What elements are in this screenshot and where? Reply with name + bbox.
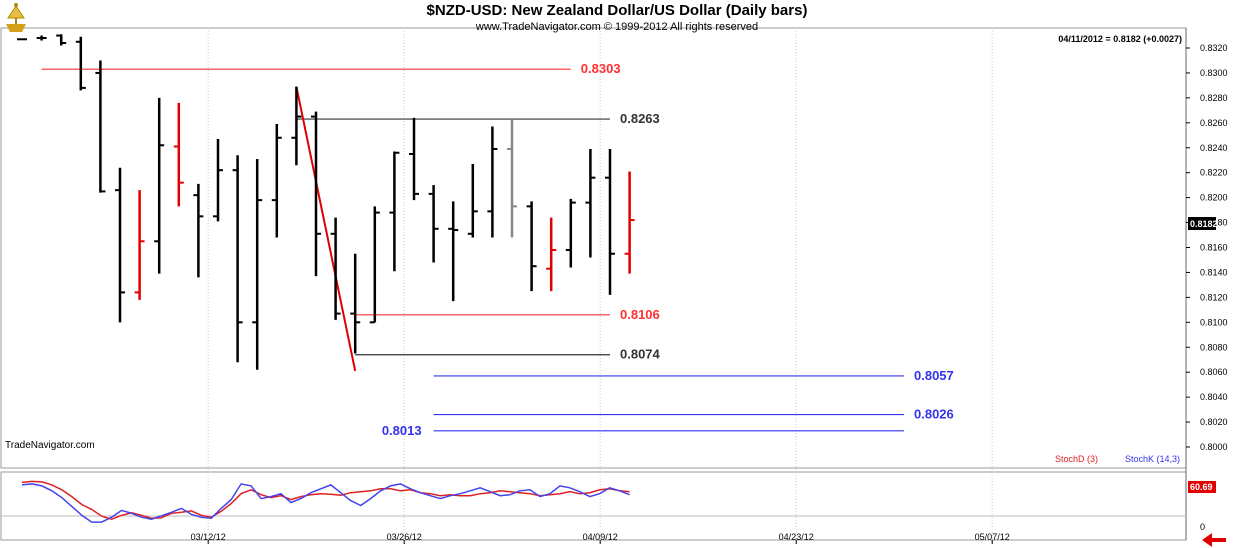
last-bar-readout: 04/11/2012 = 0.8182 (+0.0027): [1058, 34, 1182, 44]
x-tick-label: 05/07/12: [975, 532, 1010, 542]
y-tick-label: 0.8220: [1200, 168, 1228, 178]
ohlc-bar: [252, 158, 263, 370]
trend-line: [295, 86, 357, 372]
level-label: 0.8013: [382, 423, 422, 438]
chart-title: $NZD-USD: New Zealand Dollar/US Dollar (…: [427, 2, 808, 19]
level-label: 0.8026: [914, 407, 954, 422]
grid: [207, 28, 993, 540]
stoch-value-box: [1188, 481, 1216, 493]
ohlc-bar: [154, 97, 165, 274]
y-tick-label: 0.8320: [1200, 43, 1228, 53]
ohlc-bar: [311, 111, 321, 277]
ohlc-bar: [291, 86, 302, 166]
ohlc-bar: [369, 206, 380, 324]
y-tick-label: 0.8060: [1200, 367, 1228, 377]
price-axis-ticks: 0.8320 0.8300 0.8280 0.8260 0.8240 0.8220 0.82…: [1186, 43, 1228, 452]
ohlc-bar: [271, 124, 282, 238]
x-tick-label: 03/12/12: [191, 532, 226, 542]
date-axis-ticks: 03/12/12 03/26/12 04/09/12 04/23/12 05/07/12: [191, 532, 1010, 544]
ohlc-bar: [526, 201, 537, 292]
ohlc-bar: [448, 201, 459, 302]
ohlc-bar: [546, 217, 557, 292]
watermark: TradeNavigator.com: [5, 440, 95, 451]
ohlc-bar: [36, 35, 47, 41]
y-tick-label: 0.8300: [1200, 68, 1228, 78]
stoch-series-line: [21, 480, 630, 520]
ohlc-bar: [624, 171, 635, 274]
ohlc-bar: [213, 139, 223, 222]
last-price-label: 0.8182: [1190, 219, 1218, 229]
x-tick-label: 04/23/12: [779, 532, 814, 542]
ohlc-bar: [409, 117, 419, 201]
ohlc-bar: [350, 253, 361, 354]
y-tick-label: 0.8100: [1200, 317, 1228, 327]
y-tick-label: 0.8120: [1200, 292, 1228, 302]
stoch-series-line: [21, 483, 630, 523]
ohlc-bar: [134, 190, 145, 300]
y-tick-label: 0.8040: [1200, 392, 1228, 402]
ohlc-bar: [507, 119, 517, 238]
indicator-tick-0: 0: [1200, 522, 1205, 532]
level-label: 0.8057: [914, 368, 954, 383]
ohlc-bar: [467, 163, 478, 238]
ohlc-bar: [232, 155, 243, 363]
stochastic-lines: [21, 480, 630, 523]
y-tick-label: 0.8160: [1200, 243, 1228, 253]
ohlc-bar: [115, 167, 125, 323]
price-bars: [17, 34, 635, 370]
ohlc-bar: [565, 198, 576, 268]
y-tick-label: 0.8280: [1200, 93, 1228, 103]
ohlc-bar: [95, 60, 106, 193]
ohlc-bar: [605, 148, 615, 295]
ohlc-bar: [56, 34, 67, 46]
ohlc-bar: [487, 126, 498, 238]
trade-navigator-logo: [6, 3, 26, 32]
y-tick-label: 0.8240: [1200, 143, 1228, 153]
level-label: 0.8263: [620, 111, 660, 126]
x-tick-label: 03/26/12: [387, 532, 422, 542]
legend-stoch-d: StochD (3): [1055, 454, 1098, 464]
y-tick-label: 0.8200: [1200, 193, 1228, 203]
ohlc-bar: [330, 217, 341, 320]
scroll-left-arrow-icon[interactable]: [1202, 533, 1226, 547]
y-tick-label: 0.8020: [1200, 417, 1228, 427]
horizontal-levels: 0.8303 0.8263 0.8106 0.8074 0.8057 0.8026 0.80…: [41, 61, 954, 438]
ohlc-bar: [389, 151, 400, 272]
ohlc-bar: [428, 185, 439, 263]
legend-stoch-k: StochK (14,3): [1125, 454, 1180, 464]
y-tick-label: 0.8140: [1200, 267, 1228, 277]
chart-subtitle: www.TradeNavigator.com © 1999-2012 All r…: [475, 21, 758, 33]
ohlc-bar: [193, 183, 204, 278]
ohlc-bar: [173, 102, 184, 207]
ohlc-bar: [585, 148, 596, 258]
x-tick-label: 04/09/12: [583, 532, 618, 542]
y-tick-label: 0.8260: [1200, 118, 1228, 128]
level-label: 0.8303: [581, 61, 621, 76]
ohlc-bar: [75, 36, 86, 91]
stoch-value-label: 60.69: [1190, 482, 1213, 492]
last-price-box: [1188, 217, 1216, 230]
level-label: 0.8074: [620, 347, 661, 362]
level-label: 0.8106: [620, 307, 660, 322]
y-tick-label: 0.8000: [1200, 442, 1228, 452]
y-tick-label: 0.8080: [1200, 342, 1228, 352]
